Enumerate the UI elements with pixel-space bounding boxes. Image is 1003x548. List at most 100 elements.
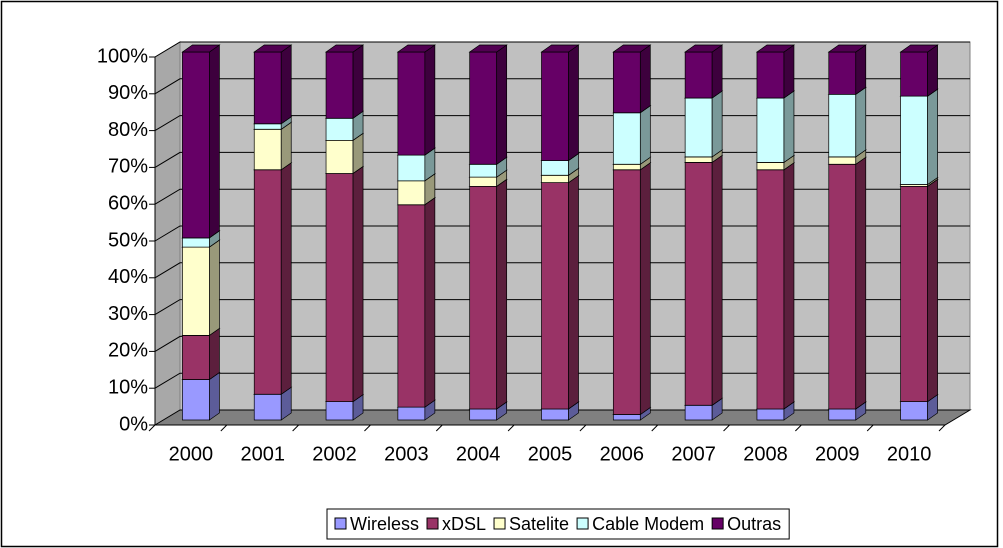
bar-face [182, 246, 210, 336]
bar-face [182, 379, 210, 421]
y-tick-label: 100% [97, 45, 148, 67]
bar-face [253, 44, 293, 53]
bar [612, 162, 652, 416]
bar-face [396, 44, 436, 53]
bar [827, 156, 867, 410]
grid-line [154, 41, 970, 58]
bar [899, 88, 939, 186]
bar [324, 165, 365, 403]
bar-face [541, 174, 569, 183]
x-tick [435, 424, 443, 432]
bar [684, 154, 724, 406]
bar-face [182, 237, 210, 248]
bar-face [540, 44, 580, 53]
x-tick-label: 2003 [384, 443, 429, 465]
bar-face [253, 123, 282, 130]
bar-face [900, 95, 928, 185]
bar-face [253, 169, 282, 395]
bar-face [684, 162, 713, 406]
legend-swatch [334, 517, 347, 530]
bar [396, 44, 436, 156]
x-tick [579, 424, 587, 432]
bar-face [855, 156, 867, 410]
bar [468, 44, 508, 165]
bar-face [469, 185, 498, 410]
bar-face [828, 93, 857, 158]
bar-face [397, 51, 426, 156]
bar-face [756, 162, 785, 171]
bar [755, 162, 796, 410]
bar [181, 239, 221, 337]
bar-face [684, 404, 713, 421]
bar-face [469, 51, 498, 165]
bar-face [541, 160, 569, 176]
bar [612, 105, 652, 165]
bar-face [280, 162, 292, 395]
bar-face [900, 51, 928, 97]
y-tick-label: 90% [108, 82, 148, 104]
bar-face [541, 51, 569, 161]
x-tick-label: 2006 [600, 443, 645, 465]
bar-face [325, 401, 354, 421]
legend-swatch [576, 517, 589, 530]
bar-face [711, 154, 723, 406]
legend-swatch [711, 517, 724, 530]
bar-face [612, 44, 652, 53]
x-tick-label: 2007 [671, 443, 716, 465]
bar-face [639, 44, 651, 114]
bar-face [397, 180, 426, 206]
bar [899, 44, 939, 97]
bar [827, 44, 867, 95]
x-tick-label: 2010 [887, 443, 932, 465]
bar-face [756, 97, 785, 163]
bar [827, 86, 867, 158]
bar-face [325, 173, 354, 402]
x-tick [364, 424, 371, 432]
x-tick [795, 424, 802, 432]
y-tick-label: 20% [108, 340, 148, 362]
bar-face [325, 117, 354, 141]
bar-face [684, 51, 713, 99]
bar-face [756, 51, 785, 99]
bar-face [756, 169, 785, 410]
bar [253, 162, 293, 395]
bar [253, 44, 293, 125]
legend-label: Cable Modem [592, 514, 704, 534]
bar-face [855, 44, 867, 95]
bar-face [568, 44, 579, 162]
bar [755, 44, 796, 99]
bar-face [209, 327, 220, 381]
bar-face [253, 128, 282, 171]
x-tick [507, 424, 515, 432]
x-tick-label: 2001 [240, 443, 285, 465]
bar-face [684, 156, 713, 163]
bar-face [783, 90, 795, 164]
bar-face [496, 178, 508, 410]
bar-face [496, 44, 508, 165]
bar-face [927, 88, 938, 186]
bar-face [899, 44, 939, 53]
y-tick-label: 40% [108, 266, 148, 288]
bar-face [182, 51, 210, 239]
bar-face [639, 105, 651, 165]
bar-face [541, 408, 569, 421]
y-tick-label: 60% [108, 192, 148, 214]
bar-face [209, 44, 220, 239]
bar-face [209, 371, 220, 421]
bar-face [612, 51, 641, 114]
bar-face [639, 162, 651, 416]
x-tick-label: 2002 [312, 443, 357, 465]
bar-face [684, 97, 713, 158]
x-tick [723, 424, 730, 432]
bar-face [783, 44, 795, 99]
bar-face [927, 44, 938, 97]
x-tick-label: 2005 [528, 443, 573, 465]
bar-face [828, 51, 857, 95]
bar-face [181, 44, 221, 53]
bar-face [568, 174, 579, 410]
bar-face [612, 112, 641, 165]
bar [684, 90, 724, 158]
x-tick [651, 424, 659, 432]
bar-face [424, 44, 436, 156]
legend-label: xDSL [442, 514, 486, 534]
